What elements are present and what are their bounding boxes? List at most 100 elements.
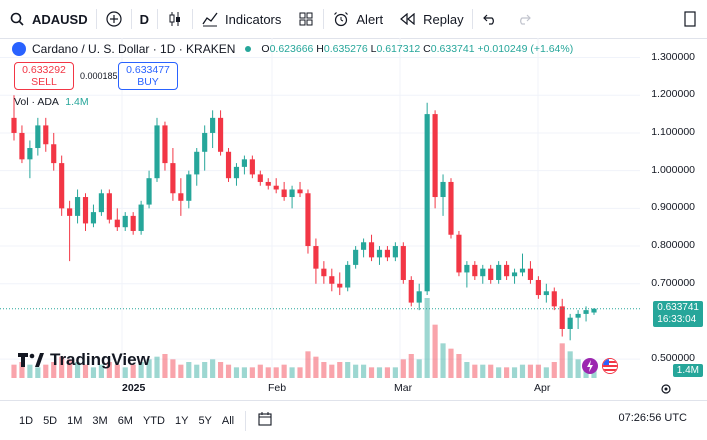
undo-icon [481,10,499,28]
interval-button[interactable]: D [132,0,157,38]
candle-body [424,114,430,292]
time-label-2025: 2025 [122,382,146,394]
range-1d[interactable]: 1D [19,414,34,427]
candle-body [543,291,549,296]
range-5d[interactable]: 5D [43,414,58,427]
candle-body [329,276,335,284]
price-axis-label: 0.700000 [651,276,695,289]
buy-button[interactable]: 0.633477 BUY [118,62,178,90]
open-label: O [261,43,270,55]
candle-body [297,189,303,194]
last-price-tag: 0.633741 16:33:04 [653,300,703,327]
symbol-logo [12,42,26,56]
volume-bar [194,364,200,378]
volume-bar [511,367,518,378]
range-3m[interactable]: 3M [92,414,108,427]
volume-bar [313,356,319,378]
volume-bar [249,367,255,378]
date-range-button[interactable] [252,411,278,430]
candle-body [106,193,112,220]
price-chart[interactable] [0,38,640,378]
legend-title: Cardano / U. S. Dollar · 1D · KRAKEN [32,42,236,56]
alert-button[interactable]: Alert [324,0,391,38]
compare-button[interactable] [97,0,131,38]
volume-bar [19,362,25,378]
volume-bar [416,359,422,378]
candle-body [368,242,375,258]
undo-button[interactable] [473,0,507,38]
divider [157,9,159,29]
alert-label: Alert [356,11,384,27]
tradingview-logo[interactable]: TradingView [18,350,150,370]
candle-body [345,264,351,288]
symbol-search[interactable]: ADAUSD [0,0,96,38]
volume-bar [368,367,375,378]
range-5y[interactable]: 5Y [198,414,212,427]
volume-bar [217,362,224,378]
range-1m[interactable]: 1M [67,414,83,427]
candle-body [178,193,184,201]
volume-bar [51,362,57,378]
lightning-event-icon[interactable] [582,358,598,374]
candle-body [146,178,152,205]
candle-body [392,246,398,258]
candle-body [138,204,144,231]
divider [323,9,325,29]
candle-body [35,125,41,149]
candle-body [51,144,57,164]
range-all[interactable]: All [221,414,235,427]
us-flag-event-icon[interactable] [602,358,618,374]
indicators-label: Indicators [225,11,282,27]
range-6m[interactable]: 6M [117,414,133,427]
replay-button[interactable]: Replay [391,0,471,38]
time-label-feb: Feb [268,382,287,394]
divider [245,410,247,431]
candle-body [567,317,573,329]
volume-bar [43,364,49,378]
range-ytd[interactable]: YTD [142,414,165,427]
price-axis-label: 1.300000 [651,50,695,63]
panel-toggle-button[interactable] [673,0,707,38]
layouts-button[interactable] [289,0,323,38]
volume-bar [480,364,486,378]
candle-body [575,313,581,318]
candle-body [217,117,224,152]
chart-type-button[interactable] [158,0,192,38]
volume-bar [543,367,549,378]
candle-body [472,264,478,277]
price-axis[interactable]: 1.300000 1.200000 1.100000 1.000000 0.900000… [640,38,707,378]
volume-value: 1.4M [65,96,89,108]
volume-bar [170,359,176,378]
redo-button[interactable] [507,0,541,38]
last-price-value: 0.633741 [657,301,699,313]
candle-body [281,189,287,198]
sell-price: 0.633292 [22,64,66,76]
interval-label: D [139,11,150,27]
volume-bar [114,364,120,378]
range-1y[interactable]: 1Y [174,414,189,427]
volume-bar [551,362,557,378]
volume-bar [464,362,470,378]
volume-bar [265,367,271,378]
candle-body [273,185,279,190]
volume-bar [448,348,454,378]
candle-body [289,189,295,198]
candle-body [90,212,97,224]
volume-bar [122,367,128,378]
volume-bar [257,364,263,378]
candle-body [488,268,494,280]
utc-clock[interactable]: 07:26:56 UTC [618,412,687,424]
candle-body [122,215,128,228]
sell-button[interactable]: 0.633292 SELL [14,62,74,90]
close-label: C [423,43,431,55]
candle-body [408,279,414,303]
time-axis[interactable]: 2025 Feb Mar Apr [0,378,640,398]
candle-body [321,268,327,277]
volume-bar [559,343,565,378]
indicators-button[interactable]: Indicators [193,0,289,38]
candle-body [265,181,271,186]
chart-settings-button[interactable] [660,382,672,400]
gear-icon [661,384,671,394]
volume-bar [233,367,240,378]
candle-body [27,148,33,160]
